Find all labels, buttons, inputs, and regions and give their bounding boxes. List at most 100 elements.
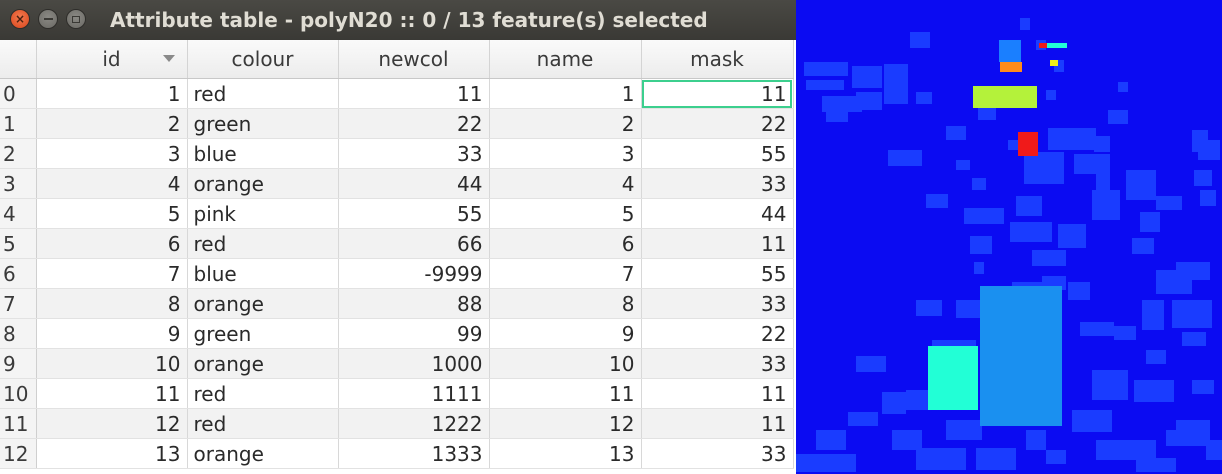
close-button[interactable]: × <box>10 9 30 29</box>
row-header[interactable]: 12 <box>0 438 37 469</box>
cell-id[interactable]: 10 <box>36 348 188 379</box>
cell-id[interactable]: 11 <box>36 378 188 409</box>
row-header[interactable]: 1 <box>0 108 37 139</box>
cell-mask[interactable]: 33 <box>641 438 794 469</box>
cell-mask[interactable]: 33 <box>641 348 794 379</box>
table-row[interactable]: 9 10 orange 1000 10 33 <box>0 348 794 379</box>
cell-newcol[interactable]: 55 <box>338 198 490 229</box>
title-bar[interactable]: × Attribute table - polyN20 :: 0 / 13 fe… <box>0 0 796 40</box>
cell-colour[interactable]: pink <box>187 198 339 229</box>
cell-mask[interactable]: 55 <box>641 138 794 169</box>
cell-mask[interactable]: 22 <box>641 318 794 349</box>
row-header[interactable]: 2 <box>0 138 37 169</box>
row-header[interactable]: 10 <box>0 378 37 409</box>
cell-colour[interactable]: red <box>187 78 339 109</box>
cell-name[interactable]: 1 <box>489 78 642 109</box>
row-header[interactable]: 3 <box>0 168 37 199</box>
table-row[interactable]: 0 1 red 11 1 11 <box>0 78 794 109</box>
table-row[interactable]: 10 11 red 1111 11 11 <box>0 378 794 409</box>
row-header[interactable]: 6 <box>0 258 37 289</box>
table-row[interactable]: 5 6 red 66 6 11 <box>0 228 794 259</box>
cell-id[interactable]: 3 <box>36 138 188 169</box>
cell-newcol[interactable]: -9999 <box>338 258 490 289</box>
cell-mask[interactable]: 11 <box>641 228 794 259</box>
table-row[interactable]: 8 9 green 99 9 22 <box>0 318 794 349</box>
cell-mask[interactable]: 55 <box>641 258 794 289</box>
cell-colour[interactable]: green <box>187 108 339 139</box>
cell-mask[interactable]: 33 <box>641 288 794 319</box>
cell-name[interactable]: 10 <box>489 348 642 379</box>
cell-id[interactable]: 2 <box>36 108 188 139</box>
cell-name[interactable]: 12 <box>489 408 642 439</box>
cell-newcol[interactable]: 11 <box>338 78 490 109</box>
column-header-name[interactable]: name <box>489 40 642 79</box>
cell-colour[interactable]: red <box>187 228 339 259</box>
cell-colour[interactable]: orange <box>187 438 339 469</box>
cell-name[interactable]: 9 <box>489 318 642 349</box>
cell-name[interactable]: 5 <box>489 198 642 229</box>
cell-id[interactable]: 6 <box>36 228 188 259</box>
corner-header[interactable] <box>0 40 37 79</box>
attribute-table-view[interactable]: id colour newcol name mask 0 1 red 11 1 11 1 2 green… <box>0 40 796 469</box>
map-canvas[interactable] <box>796 0 1222 474</box>
cell-colour[interactable]: green <box>187 318 339 349</box>
cell-newcol[interactable]: 66 <box>338 228 490 259</box>
cell-mask[interactable]: 22 <box>641 108 794 139</box>
cell-colour[interactable]: blue <box>187 138 339 169</box>
row-header[interactable]: 0 <box>0 78 37 109</box>
minimize-button[interactable] <box>38 9 58 29</box>
cell-name[interactable]: 2 <box>489 108 642 139</box>
table-row[interactable]: 6 7 blue -9999 7 55 <box>0 258 794 289</box>
cell-id[interactable]: 9 <box>36 318 188 349</box>
row-header[interactable]: 4 <box>0 198 37 229</box>
cell-colour[interactable]: red <box>187 408 339 439</box>
cell-id[interactable]: 13 <box>36 438 188 469</box>
cell-id[interactable]: 8 <box>36 288 188 319</box>
cell-name[interactable]: 11 <box>489 378 642 409</box>
table-row[interactable]: 11 12 red 1222 12 11 <box>0 408 794 439</box>
table-row[interactable]: 3 4 orange 44 4 33 <box>0 168 794 199</box>
column-header-id[interactable]: id <box>36 40 188 79</box>
row-header[interactable]: 11 <box>0 408 37 439</box>
cell-newcol[interactable]: 1222 <box>338 408 490 439</box>
cell-newcol[interactable]: 99 <box>338 318 490 349</box>
cell-colour[interactable]: orange <box>187 168 339 199</box>
cell-name[interactable]: 4 <box>489 168 642 199</box>
cell-id[interactable]: 4 <box>36 168 188 199</box>
column-header-colour[interactable]: colour <box>187 40 339 79</box>
cell-mask-current[interactable]: 11 <box>641 78 794 109</box>
table-row[interactable]: 4 5 pink 55 5 44 <box>0 198 794 229</box>
row-header[interactable]: 8 <box>0 318 37 349</box>
cell-name[interactable]: 8 <box>489 288 642 319</box>
cell-newcol[interactable]: 1000 <box>338 348 490 379</box>
cell-newcol[interactable]: 1111 <box>338 378 490 409</box>
row-header[interactable]: 7 <box>0 288 37 319</box>
cell-id[interactable]: 12 <box>36 408 188 439</box>
column-header-mask[interactable]: mask <box>641 40 794 79</box>
column-header-newcol[interactable]: newcol <box>338 40 490 79</box>
cell-colour[interactable]: red <box>187 378 339 409</box>
cell-id[interactable]: 1 <box>36 78 188 109</box>
cell-newcol[interactable]: 88 <box>338 288 490 319</box>
cell-mask[interactable]: 11 <box>641 408 794 439</box>
cell-newcol[interactable]: 33 <box>338 138 490 169</box>
cell-mask[interactable]: 44 <box>641 198 794 229</box>
cell-id[interactable]: 7 <box>36 258 188 289</box>
cell-id[interactable]: 5 <box>36 198 188 229</box>
maximize-button[interactable] <box>66 9 86 29</box>
cell-name[interactable]: 13 <box>489 438 642 469</box>
cell-mask[interactable]: 33 <box>641 168 794 199</box>
cell-colour[interactable]: orange <box>187 288 339 319</box>
cell-mask[interactable]: 11 <box>641 378 794 409</box>
cell-name[interactable]: 7 <box>489 258 642 289</box>
cell-newcol[interactable]: 1333 <box>338 438 490 469</box>
cell-colour[interactable]: blue <box>187 258 339 289</box>
cell-name[interactable]: 3 <box>489 138 642 169</box>
cell-colour[interactable]: orange <box>187 348 339 379</box>
row-header[interactable]: 9 <box>0 348 37 379</box>
cell-newcol[interactable]: 22 <box>338 108 490 139</box>
table-row[interactable]: 7 8 orange 88 8 33 <box>0 288 794 319</box>
cell-name[interactable]: 6 <box>489 228 642 259</box>
table-row[interactable]: 1 2 green 22 2 22 <box>0 108 794 139</box>
table-row[interactable]: 12 13 orange 1333 13 33 <box>0 438 794 469</box>
